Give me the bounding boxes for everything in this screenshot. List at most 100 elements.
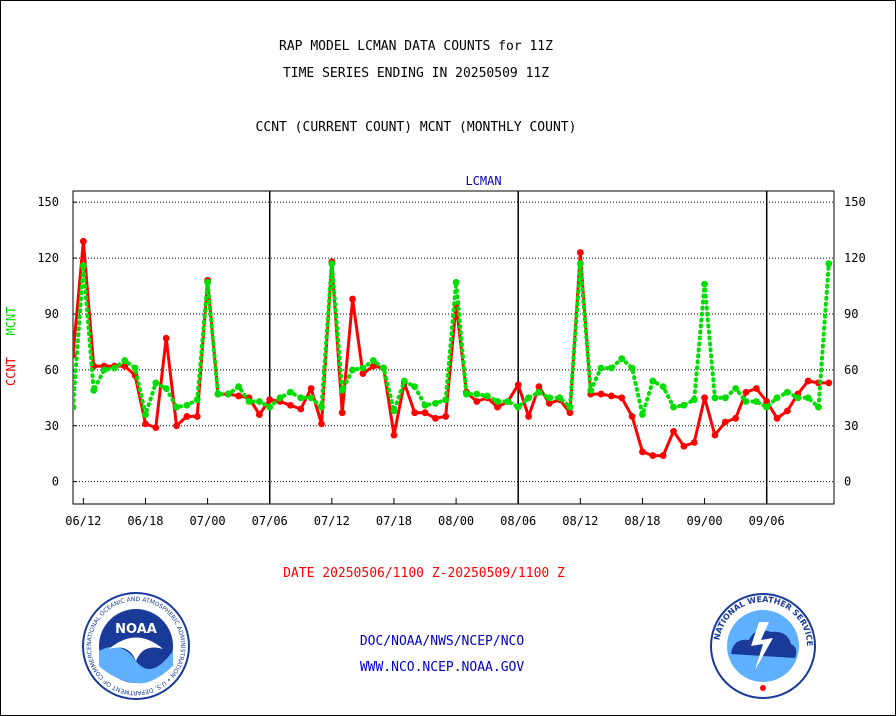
y-tick-label-right: 120: [844, 251, 866, 265]
data-point-mcnt-top: [712, 395, 718, 401]
noaa-logo: NOAA NATIONAL OCEANIC AND ATMOSPHERIC AD…: [81, 591, 190, 700]
data-point-mcnt-top: [484, 393, 490, 399]
x-tick-label: 06/12: [65, 514, 101, 528]
data-point-mcnt-top: [701, 281, 708, 287]
y-axis-label-mcnt: MCNT: [4, 306, 18, 336]
data-point-mcnt-top: [670, 404, 677, 410]
y-axis-label-ccnt: CCNT: [4, 357, 18, 386]
data-point-mcnt-top: [297, 395, 304, 401]
data-point-ccnt: [607, 392, 615, 400]
data-point-mcnt-top: [101, 367, 107, 373]
data-point-ccnt: [318, 420, 325, 428]
data-point-mcnt-top: [225, 391, 232, 397]
data-point-ccnt: [752, 385, 760, 392]
data-point-mcnt-top: [556, 395, 563, 401]
data-point-mcnt-top: [142, 411, 149, 418]
data-point-ccnt: [514, 381, 522, 389]
data-point-ccnt: [173, 422, 180, 430]
data-point-mcnt-top: [505, 398, 511, 405]
data-point-ccnt: [421, 409, 429, 417]
y-tick-label-right: 90: [844, 307, 858, 321]
data-point-ccnt: [494, 403, 501, 411]
y-tick-label-left: 60: [45, 363, 59, 377]
data-point-mcnt-top: [173, 404, 180, 410]
data-point-mcnt-top: [266, 404, 273, 410]
data-point-mcnt-top: [805, 395, 811, 401]
x-tick-label: 08/06: [500, 514, 536, 528]
data-point-mcnt-top: [442, 396, 449, 403]
data-point-mcnt-top: [650, 378, 656, 384]
y-tick-label-left: 150: [37, 195, 59, 209]
data-point-mcnt-top: [473, 391, 480, 397]
data-point-ccnt: [338, 409, 346, 417]
chart-title-line2: TIME SERIES ENDING IN 20250509 11Z: [282, 66, 550, 81]
data-point-ccnt: [597, 390, 605, 398]
y-tick-label-right: 30: [844, 419, 858, 433]
data-point-ccnt: [162, 334, 170, 342]
data-point-ccnt: [142, 420, 149, 428]
data-point-mcnt-top: [277, 395, 283, 401]
x-tick-label: 09/06: [749, 514, 785, 528]
data-point-ccnt: [670, 427, 677, 435]
data-point-mcnt-top: [132, 365, 138, 371]
data-point-ccnt: [545, 399, 553, 407]
data-point-ccnt: [349, 295, 356, 303]
data-point-mcnt-top: [629, 365, 635, 371]
x-tick-label: 07/18: [376, 514, 412, 528]
series-title: LCMAN: [465, 174, 501, 188]
series-line-mcnt: [73, 261, 831, 423]
x-tick-label: 08/18: [624, 514, 660, 528]
data-point-mcnt-top: [308, 395, 314, 401]
data-point-mcnt-top: [660, 383, 666, 390]
data-point-mcnt-top: [318, 404, 325, 410]
data-point-mcnt-top: [732, 385, 739, 392]
data-point-ccnt: [639, 448, 646, 456]
data-point-mcnt-top: [204, 279, 211, 286]
chart-title-line3: CCNT (CURRENT COUNT) MCNT (MONTHLY COUNT…: [255, 120, 577, 135]
x-tick-label: 07/12: [314, 514, 350, 528]
data-point-ccnt: [804, 377, 812, 385]
data-point-ccnt: [152, 424, 160, 432]
data-point-mcnt-top: [691, 396, 698, 403]
data-point-mcnt-top: [753, 398, 760, 405]
data-point-mcnt-top: [432, 400, 439, 407]
y-tick-label-right: 0: [844, 475, 851, 489]
data-point-mcnt-top: [360, 365, 366, 371]
data-point-mcnt-top: [256, 398, 263, 405]
data-point-mcnt-top: [608, 365, 615, 371]
date-range: DATE 20250506/1100 Z-20250509/1100 Z: [283, 566, 565, 581]
data-point-ccnt: [649, 452, 657, 459]
data-point-mcnt-top: [639, 411, 646, 418]
data-point-ccnt: [535, 383, 543, 391]
data-point-mcnt-top: [73, 404, 76, 410]
data-point-ccnt: [183, 413, 191, 420]
data-point-ccnt: [287, 401, 294, 409]
data-point-mcnt-top: [80, 262, 87, 269]
data-point-mcnt-top: [743, 398, 749, 405]
data-point-ccnt: [307, 385, 315, 392]
data-point-ccnt: [618, 394, 626, 402]
data-point-mcnt-top: [618, 355, 625, 362]
data-point-mcnt-top: [826, 260, 832, 267]
data-point-mcnt-top: [525, 395, 532, 401]
data-point-ccnt: [297, 405, 305, 413]
credit-line2: WWW.NCO.NCEP.NOAA.GOV: [359, 660, 525, 675]
noaa-logo-word: NOAA: [115, 622, 157, 637]
data-point-ccnt: [255, 411, 263, 418]
data-point-mcnt-top: [401, 378, 408, 384]
data-point-mcnt-top: [815, 404, 822, 410]
series-line-ccnt: [73, 239, 829, 458]
data-point-ccnt: [525, 413, 532, 420]
data-point-ccnt: [628, 413, 636, 420]
data-point-ccnt: [690, 439, 698, 446]
y-tick-label-left: 0: [52, 475, 59, 489]
data-point-ccnt: [193, 413, 201, 420]
x-tick-label: 09/00: [687, 514, 723, 528]
data-point-ccnt: [680, 442, 688, 450]
data-point-mcnt-top: [215, 391, 221, 397]
y-tick-label-left: 30: [45, 419, 59, 433]
data-point-mcnt-top: [391, 408, 397, 414]
data-point-mcnt-top: [370, 357, 377, 364]
y-axis-label: CCNT MCNT: [4, 307, 18, 387]
